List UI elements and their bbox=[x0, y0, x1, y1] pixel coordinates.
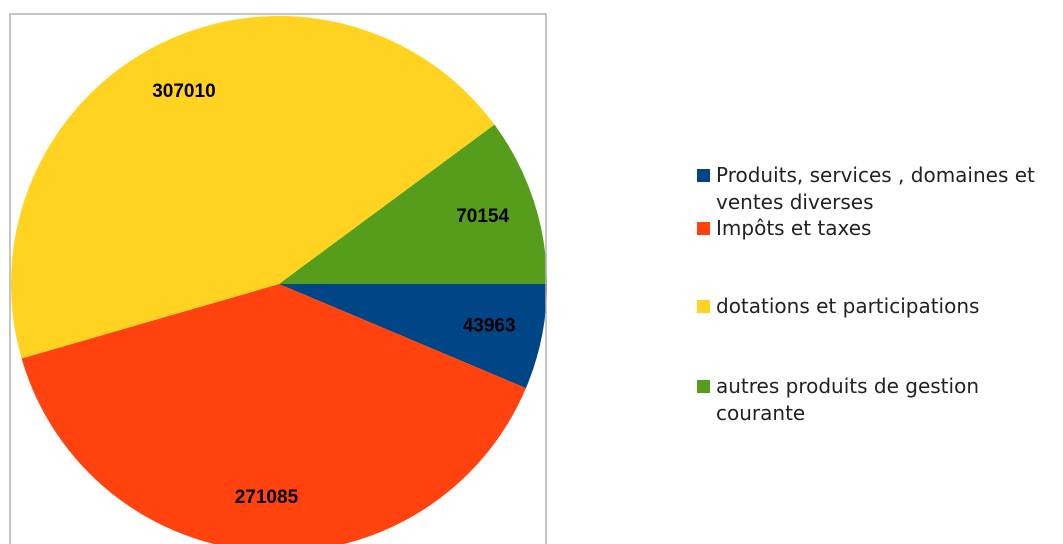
data-label: 271085 bbox=[235, 487, 299, 508]
legend-item: dotations et participations bbox=[697, 293, 1057, 320]
legend-item: autres produits de gestion courante bbox=[697, 373, 1057, 427]
legend-swatch bbox=[697, 169, 710, 182]
legend-label: Impôts et taxes bbox=[716, 216, 872, 240]
legend-label: dotations et participations bbox=[716, 294, 980, 318]
legend-swatch bbox=[697, 380, 710, 393]
legend-item: Produits, services , domaines et ventes … bbox=[697, 162, 1057, 216]
plot-frame bbox=[9, 13, 547, 544]
data-label: 307010 bbox=[152, 81, 215, 102]
legend-label: autres produits de gestion courante bbox=[716, 374, 979, 425]
pie-slice bbox=[279, 284, 547, 389]
pie-slice bbox=[279, 124, 547, 284]
pie-slice bbox=[11, 15, 495, 359]
pie-slice bbox=[21, 284, 526, 544]
data-label: 70154 bbox=[456, 206, 509, 227]
legend-swatch bbox=[697, 300, 710, 313]
data-label: 43963 bbox=[463, 316, 516, 337]
legend-swatch bbox=[697, 222, 710, 235]
legend-item: Impôts et taxes bbox=[697, 215, 1057, 242]
legend-label: Produits, services , domaines et ventes … bbox=[716, 163, 1035, 214]
